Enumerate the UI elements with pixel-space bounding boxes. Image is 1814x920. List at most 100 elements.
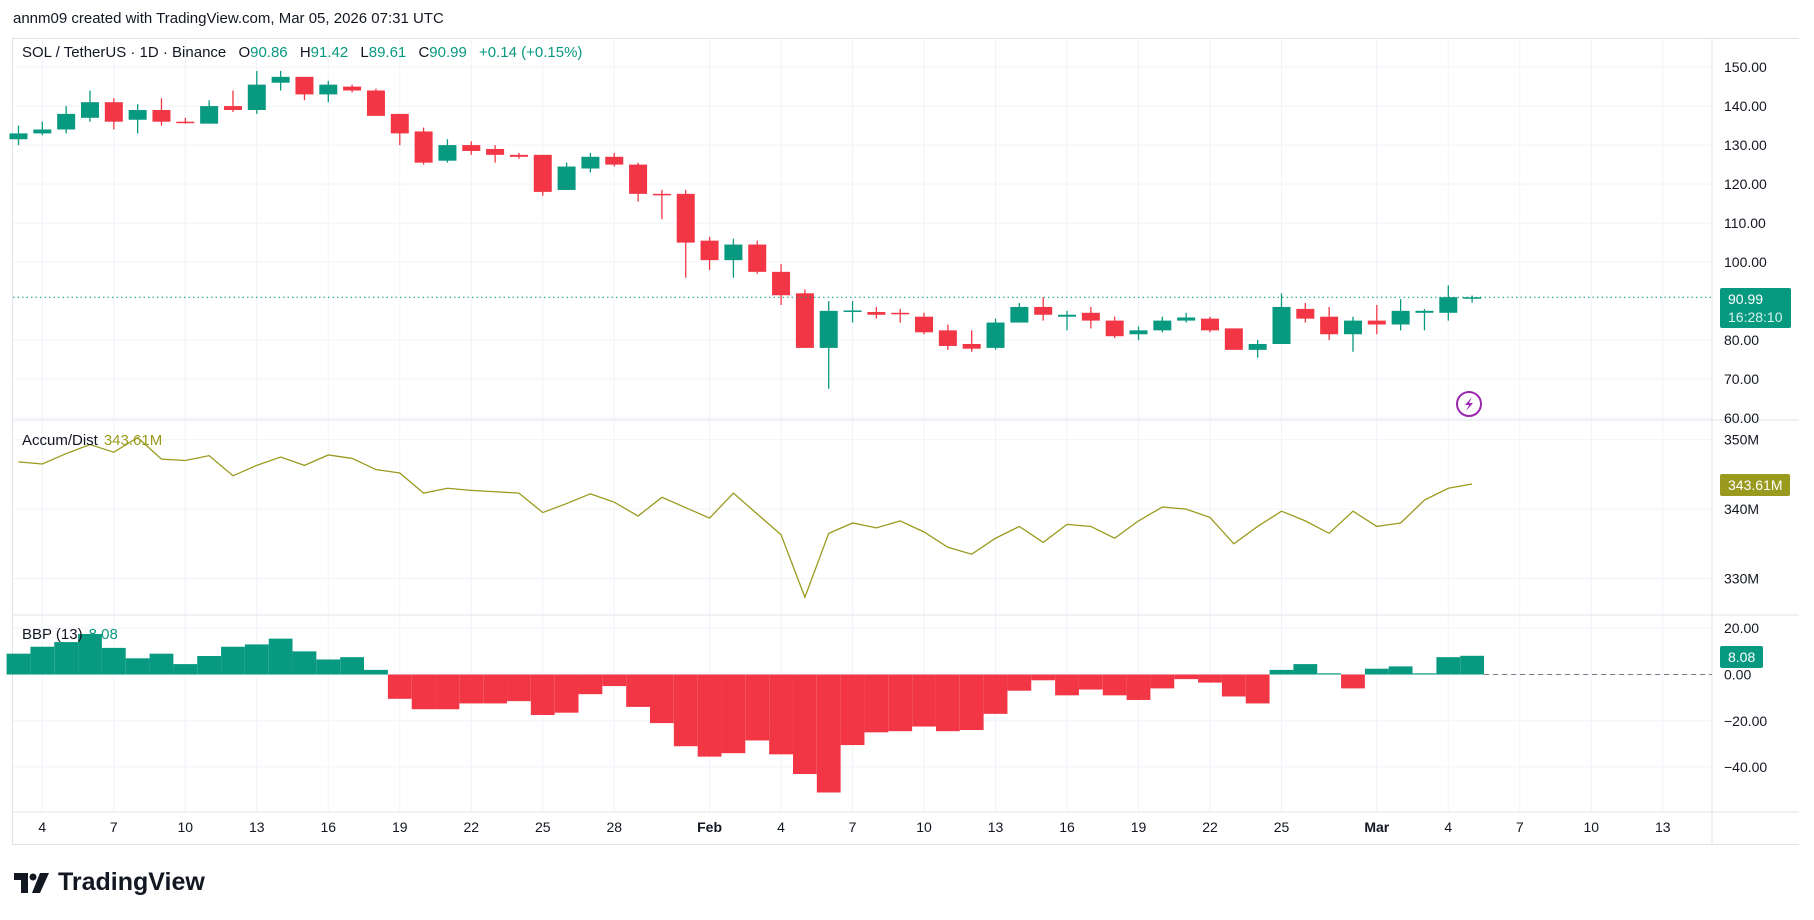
candle: [629, 162, 648, 202]
candle: [1391, 299, 1410, 331]
bbp-bar: [54, 642, 79, 675]
candle-body: [724, 244, 743, 261]
candle-body: [390, 113, 409, 134]
bbp-bar: [411, 674, 436, 710]
candle: [438, 139, 457, 163]
bbp-bar: [173, 664, 198, 675]
candle: [486, 145, 505, 163]
tradingview-logo-icon: [14, 872, 49, 893]
candle: [652, 189, 671, 220]
high-label: H: [299, 44, 311, 61]
bbp-legend[interactable]: BBP (13) 8.08: [22, 626, 118, 643]
high-value: 91.42: [310, 44, 349, 61]
indicator-name[interactable]: Accum/Dist: [22, 432, 98, 449]
open-label: O: [238, 44, 251, 61]
bbp-bar: [364, 669, 388, 675]
candle-body: [176, 121, 195, 124]
candle-body: [1034, 306, 1053, 315]
candle-body: [271, 76, 290, 83]
bbp-bar: [983, 674, 1008, 714]
candle-body: [1367, 320, 1386, 325]
bbp-bar: [1055, 674, 1079, 696]
time-axis-label: 10: [916, 819, 932, 835]
bbp-bar: [530, 674, 555, 715]
low-label: L: [360, 44, 369, 61]
price-axis-label: 150.00: [1724, 59, 1767, 75]
candle-body: [581, 156, 600, 169]
candle-body: [938, 330, 957, 346]
bbp-bar: [1388, 666, 1413, 675]
price-axis-label: 130.00: [1724, 137, 1767, 153]
time-axis-label: 10: [1583, 819, 1599, 835]
time-axis-label: 7: [1516, 819, 1524, 835]
bbp-bar: [578, 674, 603, 695]
candle: [33, 121, 52, 136]
candle: [724, 238, 743, 278]
symbol-title[interactable]: SOL / TetherUS · 1D · Binance: [22, 44, 227, 61]
candle: [962, 330, 981, 352]
candle: [1439, 285, 1458, 321]
price-axis-label: 80.00: [1724, 332, 1759, 348]
candle-body: [366, 90, 385, 116]
bbp-bar: [1174, 674, 1199, 680]
bbp-bar: [1102, 674, 1127, 696]
candle-body: [414, 131, 433, 163]
bbp-bar: [78, 634, 102, 675]
bbp-bar: [959, 674, 984, 731]
candle-body: [1153, 320, 1172, 331]
bbp-bar: [1293, 664, 1318, 675]
bbp-bar: [1364, 668, 1389, 675]
candle: [9, 125, 28, 146]
accum-dist-legend[interactable]: Accum/Dist 343.61M: [22, 432, 162, 449]
bbp-axis-label: −40.00: [1724, 759, 1767, 775]
open-value: 90.86: [250, 44, 288, 61]
time-axis-label: 7: [849, 819, 857, 835]
price-axis-label: 60.00: [1724, 410, 1759, 426]
candle: [1415, 308, 1434, 331]
candle: [80, 90, 99, 122]
symbol-legend[interactable]: SOL / TetherUS · 1D · Binance O90.86 H91…: [22, 44, 582, 61]
candle: [176, 117, 195, 124]
bbp-bar: [101, 647, 126, 675]
candle: [1367, 305, 1386, 335]
candle: [891, 308, 910, 323]
candle: [1153, 316, 1172, 333]
candle: [533, 154, 552, 196]
candle: [343, 84, 362, 93]
candle-body: [438, 145, 457, 161]
candle-body: [1010, 306, 1029, 323]
candle: [1272, 293, 1291, 344]
indicator-value: 8.08: [88, 626, 118, 643]
candle-body: [1343, 320, 1362, 335]
time-axis-label: 7: [110, 819, 118, 835]
candle-body: [891, 312, 910, 315]
bbp-bar: [221, 646, 245, 675]
bbp-bar: [1126, 674, 1151, 700]
bbp-bar: [626, 674, 650, 707]
candle-body: [295, 76, 314, 95]
candle-body: [1081, 312, 1100, 321]
candle: [795, 289, 814, 348]
candle: [200, 100, 219, 124]
bbp-bar: [1031, 674, 1056, 681]
lightning-bolt: [1465, 397, 1473, 411]
bbp-bar: [197, 655, 222, 675]
bbp-bar: [554, 674, 579, 713]
tradingview-logo[interactable]: TradingView: [14, 868, 205, 897]
candle: [700, 236, 719, 270]
candle-body: [509, 154, 528, 157]
time-axis-label: 10: [178, 819, 194, 835]
bbp-bar: [1007, 674, 1032, 691]
bbp-bar: [673, 674, 698, 747]
bbp-bar: [459, 674, 484, 704]
candle: [271, 71, 290, 91]
last-price: 90.99: [1728, 291, 1764, 307]
lightning-bolt-icon[interactable]: [1456, 391, 1482, 417]
candle-body: [676, 193, 695, 243]
time-axis-label: 22: [1202, 819, 1218, 835]
bbp-bar: [483, 674, 507, 704]
bbp-bar: [507, 674, 531, 702]
indicator-name[interactable]: BBP (13): [22, 626, 83, 643]
bbp-bar: [1460, 655, 1485, 675]
